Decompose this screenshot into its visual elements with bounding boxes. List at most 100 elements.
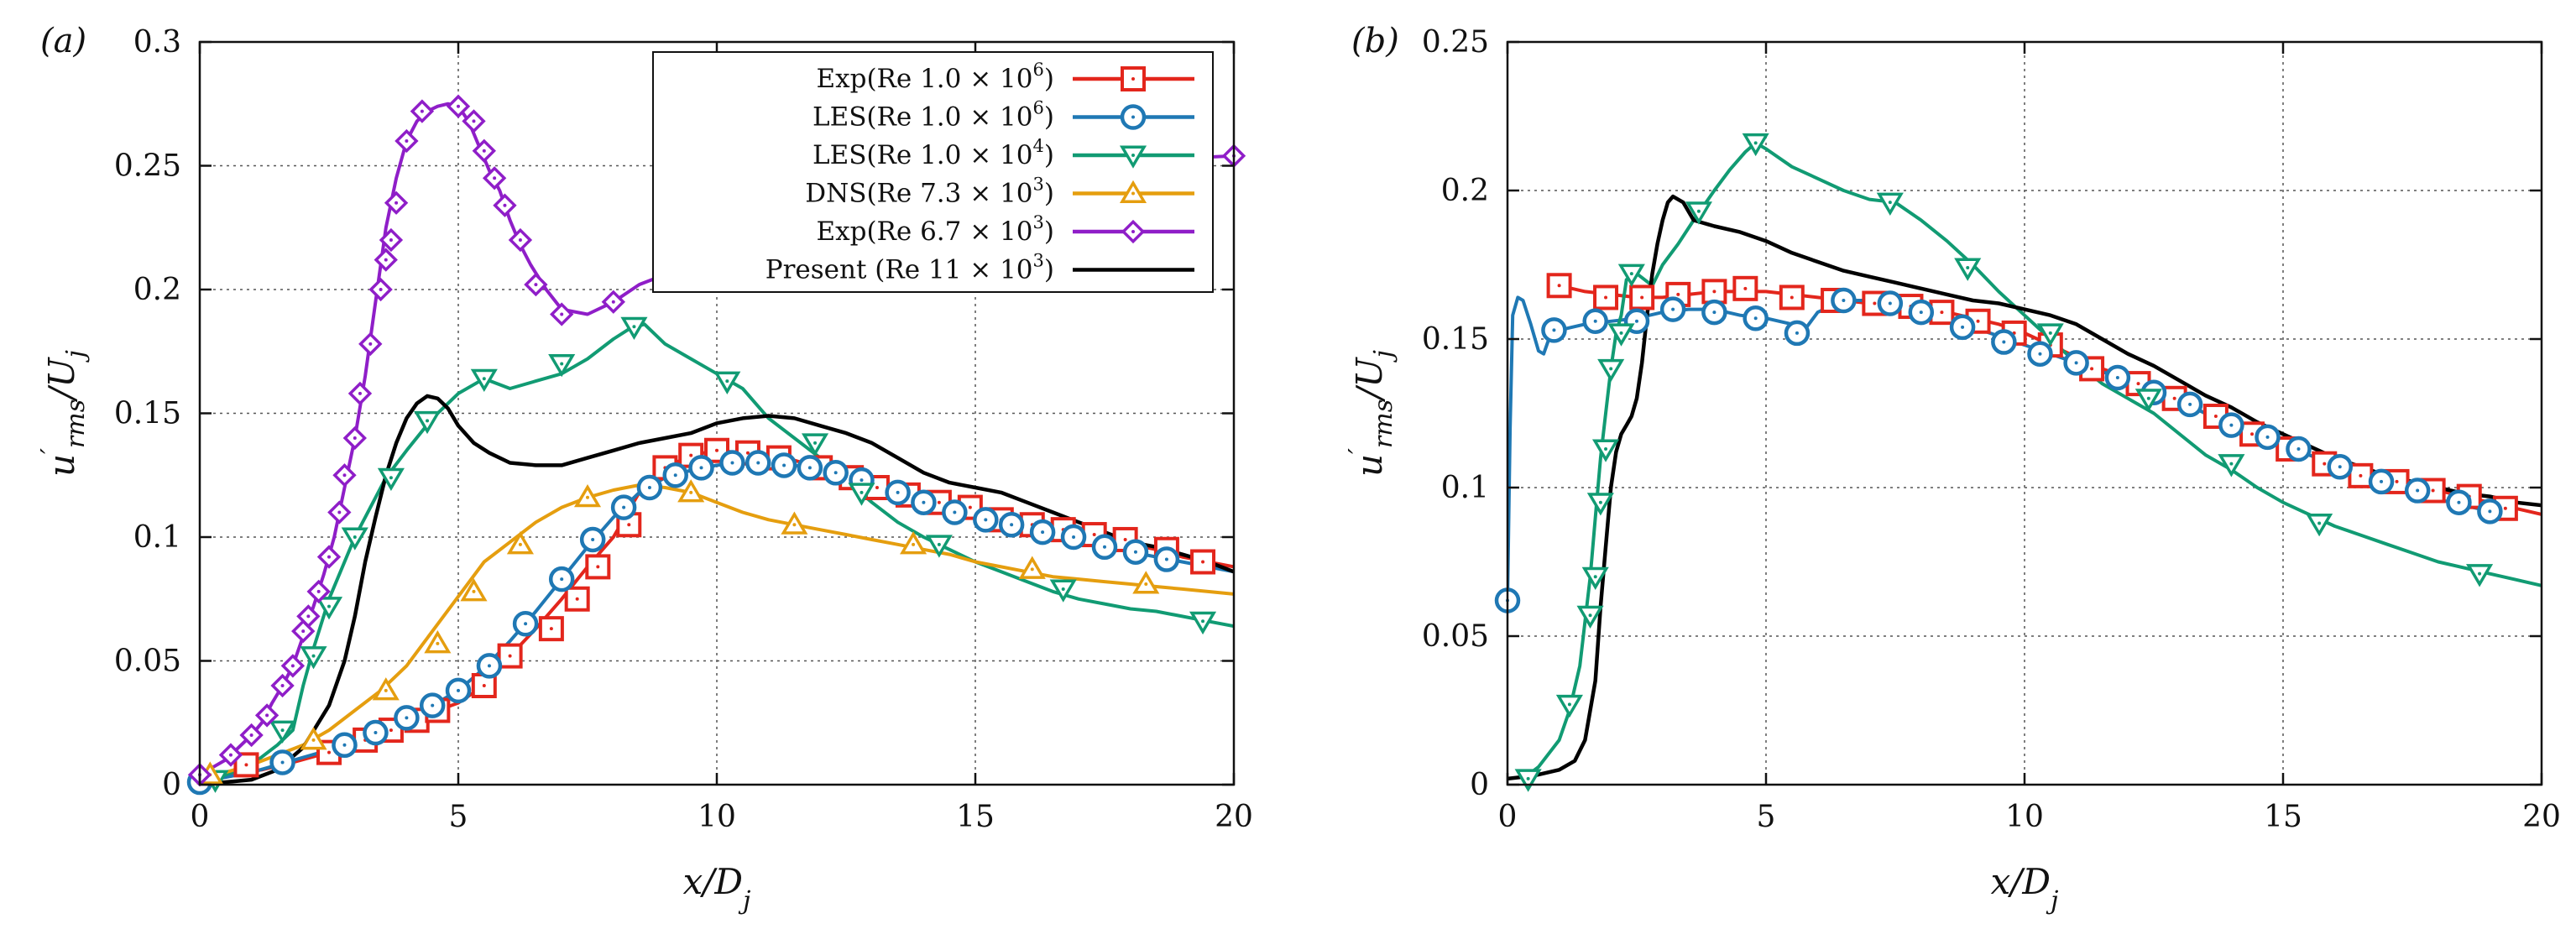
marker-dns-center — [586, 495, 589, 499]
marker-les1e4-center — [1593, 575, 1597, 579]
marker-les1e6-center — [730, 461, 734, 465]
marker-les1e4-center — [2478, 571, 2482, 576]
marker-exp1e6-center — [327, 750, 331, 754]
marker-les1e6-center — [1103, 545, 1106, 549]
marker-les1e4-center — [560, 362, 564, 366]
marker-exp1e6-center — [2213, 415, 2218, 419]
marker-les1e6-center — [2229, 423, 2234, 427]
marker-les1e4-center — [1629, 272, 1633, 276]
marker-les1e4-center — [1588, 613, 1592, 618]
marker-les1e6-center — [807, 466, 812, 470]
marker-exp1e6-center — [2395, 479, 2399, 483]
marker-exp1e6-center — [1557, 284, 1561, 288]
marker-les1e4-center — [860, 490, 864, 494]
series-line-present — [200, 394, 1234, 785]
marker-exp67e3-center — [327, 555, 331, 559]
marker-dns-center — [792, 523, 797, 527]
y-tick-label: 0 — [162, 768, 181, 802]
marker-dns-center — [1144, 582, 1148, 587]
marker-les1e6-center — [2188, 402, 2192, 406]
marker-les1e6-center — [833, 471, 838, 475]
marker-exp67e3-center — [482, 149, 486, 153]
marker-les1e6-center — [280, 760, 285, 765]
marker-les1e6-center — [457, 688, 460, 692]
marker-exp1e6-center — [875, 486, 879, 489]
series-line-les1e4 — [1522, 141, 2542, 780]
marker-les1e4-center — [353, 535, 357, 539]
marker-exp1e6-center — [1873, 301, 1877, 305]
marker-exp1e6-center — [2136, 382, 2140, 386]
marker-les1e6-center — [1795, 331, 1799, 335]
marker-exp67e3-center — [420, 109, 424, 113]
marker-exp67e3-center — [503, 203, 507, 207]
marker-exp1e6-center — [689, 453, 693, 457]
y-tick-label: 0.25 — [114, 149, 181, 184]
marker-les1e4-center — [725, 379, 729, 384]
marker-exp1e6-center — [2323, 462, 2327, 466]
legend-marker-les1e6-center — [1131, 115, 1135, 119]
marker-exp67e3-center — [518, 238, 522, 242]
marker-dns-center — [689, 490, 693, 494]
marker-les1e6-center — [896, 490, 900, 494]
marker-les1e6-center — [2002, 340, 2006, 344]
y-tick-label: 0.15 — [114, 397, 181, 431]
marker-les1e6-center — [2416, 488, 2420, 493]
marker-les1e6-center — [699, 466, 703, 470]
marker-exp67e3-center — [384, 258, 388, 262]
marker-les1e4-center — [1061, 587, 1065, 591]
y-tick-label: 0.3 — [133, 25, 181, 60]
marker-les1e6-center — [984, 518, 988, 522]
marker-les1e4-center — [813, 441, 818, 445]
legend-label-les1e6: LES(Re 1.0 × 106) — [813, 98, 1054, 133]
series-line-les1e4 — [200, 322, 1234, 782]
marker-exp1e6-center — [968, 505, 972, 509]
marker-les1e6-center — [1753, 316, 1758, 321]
marker-les1e4-center — [1609, 367, 1613, 371]
marker-les1e4-center — [2229, 462, 2234, 466]
legend-marker-exp67e3-center — [1131, 230, 1135, 233]
ticks: 0 5 10 15 20 0 0.05 0.1 0.15 0.2 0.25 0.3 — [114, 25, 1253, 834]
marker-les1e4-center — [632, 325, 636, 329]
marker-dns-center — [518, 542, 522, 546]
marker-exp67e3-center — [389, 238, 393, 242]
marker-exp1e6-center — [715, 448, 718, 452]
x-tick-label: 15 — [956, 800, 995, 834]
marker-les1e6-center — [2038, 352, 2042, 356]
marker-les1e4-center — [1888, 201, 1892, 205]
series-line-dns — [200, 483, 1234, 780]
marker-les1e4-center — [1753, 141, 1758, 145]
marker-les1e4-center — [2048, 331, 2052, 335]
y-tick-label: 0.2 — [133, 273, 181, 307]
marker-exp67e3-center — [249, 733, 253, 737]
legend-box — [652, 51, 1214, 293]
marker-exp1e6-center — [1201, 560, 1205, 564]
x-tick-label: 10 — [2005, 800, 2044, 834]
marker-les1e6-center — [782, 463, 786, 467]
x-tick-label: 0 — [191, 800, 210, 834]
marker-exp1e6-center — [1092, 533, 1096, 537]
legend: Exp(Re 1.0 × 106) LES(Re 1.0 × 106)LES(Re… — [652, 51, 1214, 293]
marker-dns-center — [384, 688, 388, 692]
marker-les1e6-center — [1072, 535, 1076, 539]
marker-les1e6-center — [1842, 298, 1846, 302]
y-axis-label: u′rms/Uj — [36, 350, 91, 477]
legend-marker-les1e4-center — [1131, 154, 1135, 157]
marker-les1e6-center — [560, 577, 564, 582]
marker-exp1e6-center — [2250, 432, 2255, 436]
marker-exp67e3-center — [560, 312, 564, 316]
y-tick-label: 0.2 — [1441, 174, 1489, 208]
marker-exp1e6-center — [2503, 506, 2507, 510]
marker-exp67e3-center — [342, 473, 347, 478]
x-axis-label: x/Dj — [1991, 861, 2059, 916]
marker-exp1e6-center — [2359, 473, 2363, 478]
marker-exp1e6-center — [937, 500, 941, 504]
marker-exp67e3-center — [306, 614, 311, 618]
ticks: 0 5 10 15 20 0 0.05 0.1 0.15 0.2 0.25 — [1422, 25, 2561, 834]
marker-les1e4-center — [1619, 331, 1623, 335]
marker-les1e6-center — [2380, 479, 2384, 483]
marker-les1e6-center — [1552, 328, 1556, 332]
y-tick-label: 0.15 — [1422, 322, 1489, 357]
marker-exp67e3-center — [493, 176, 497, 180]
marker-les1e4-center — [1598, 500, 1602, 504]
marker-exp67e3-center — [353, 436, 357, 440]
